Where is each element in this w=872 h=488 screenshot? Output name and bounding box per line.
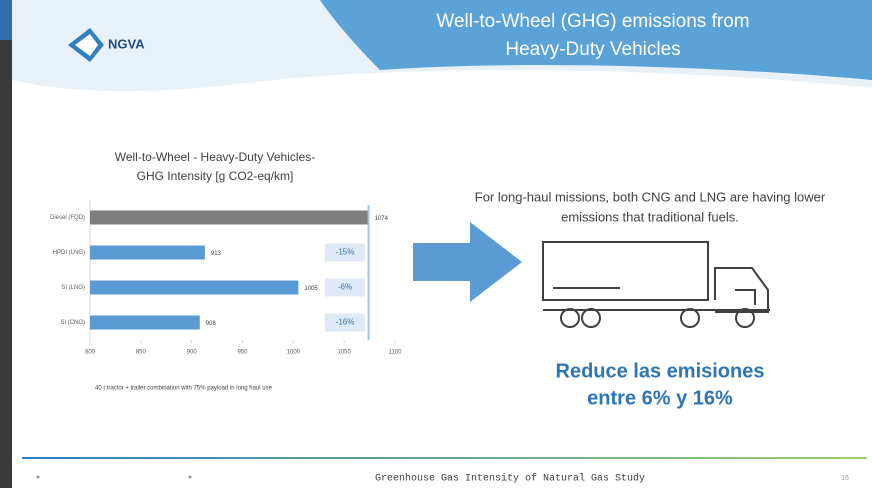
truck-icon — [542, 241, 770, 328]
bar — [90, 245, 205, 260]
logo-inner — [75, 34, 98, 56]
x-tick-label: 900 — [187, 350, 198, 356]
y-tick-label: SI (CNG) — [60, 320, 85, 326]
x-tick-label: 1000 — [287, 350, 301, 356]
bar — [90, 280, 299, 295]
x-tick-label: 800 — [85, 350, 96, 356]
value-label: 908 — [206, 321, 217, 327]
chart-title: Well-to-Wheel - Heavy-Duty Vehicles- — [115, 150, 316, 164]
annotation-box — [325, 243, 365, 262]
slide-title: Heavy-Duty Vehicles — [505, 39, 680, 60]
footer-dot — [188, 475, 192, 479]
highlight: Reduce las emisiones — [556, 360, 765, 382]
page-number: 16 — [841, 475, 849, 482]
x-tick-label: 950 — [237, 350, 248, 356]
chart: Well-to-Wheel - Heavy-Duty Vehicles- GHG … — [50, 150, 402, 391]
arrow — [413, 222, 522, 302]
annotation: -15% — [336, 248, 355, 257]
message: emissions that traditional fuels. — [561, 209, 739, 224]
x-tick-label: 850 — [136, 350, 147, 356]
bar — [90, 210, 369, 225]
slide-title: Well-to-Wheel (GHG) emissions from — [436, 11, 749, 32]
value-label: 1074 — [375, 216, 389, 222]
wheel — [581, 308, 601, 328]
logo: NGVA — [68, 28, 145, 62]
window — [735, 289, 756, 305]
message: For long-haul missions, both CNG and LNG… — [475, 189, 826, 204]
annotation: -6% — [338, 283, 352, 292]
highlight: entre 6% y 16% — [587, 387, 733, 409]
wheel — [735, 308, 755, 328]
annotation-box — [325, 278, 365, 297]
footer-text: Greenhouse Gas Intensity of Natural Gas … — [375, 473, 645, 485]
cab — [714, 267, 769, 313]
y-tick-label: SI (LNG) — [61, 285, 85, 291]
trailer — [542, 241, 709, 301]
value-label: 1005 — [304, 286, 318, 292]
footer-line — [22, 457, 867, 459]
y-tick-label: HPDI (LNG) — [53, 250, 85, 256]
chart-title: GHG Intensity [g CO2-eq/km] — [137, 169, 294, 183]
y-tick-label: Diesel (FQD) — [50, 215, 85, 221]
bar — [90, 315, 200, 330]
value-label: 913 — [211, 251, 222, 257]
wheel — [560, 308, 580, 328]
x-tick-label: 1050 — [337, 350, 351, 356]
left-accent — [0, 0, 12, 40]
logo-text: NGVA — [108, 36, 145, 51]
footer-dot — [36, 475, 40, 479]
left-border — [0, 0, 12, 488]
title-band — [320, 0, 872, 80]
annotation-box — [325, 313, 365, 332]
wheel — [680, 308, 700, 328]
chart-note: 40 t tractor + trailer combination with … — [95, 386, 273, 392]
x-tick-label: 1100 — [389, 350, 403, 356]
annotation: -16% — [336, 318, 355, 327]
